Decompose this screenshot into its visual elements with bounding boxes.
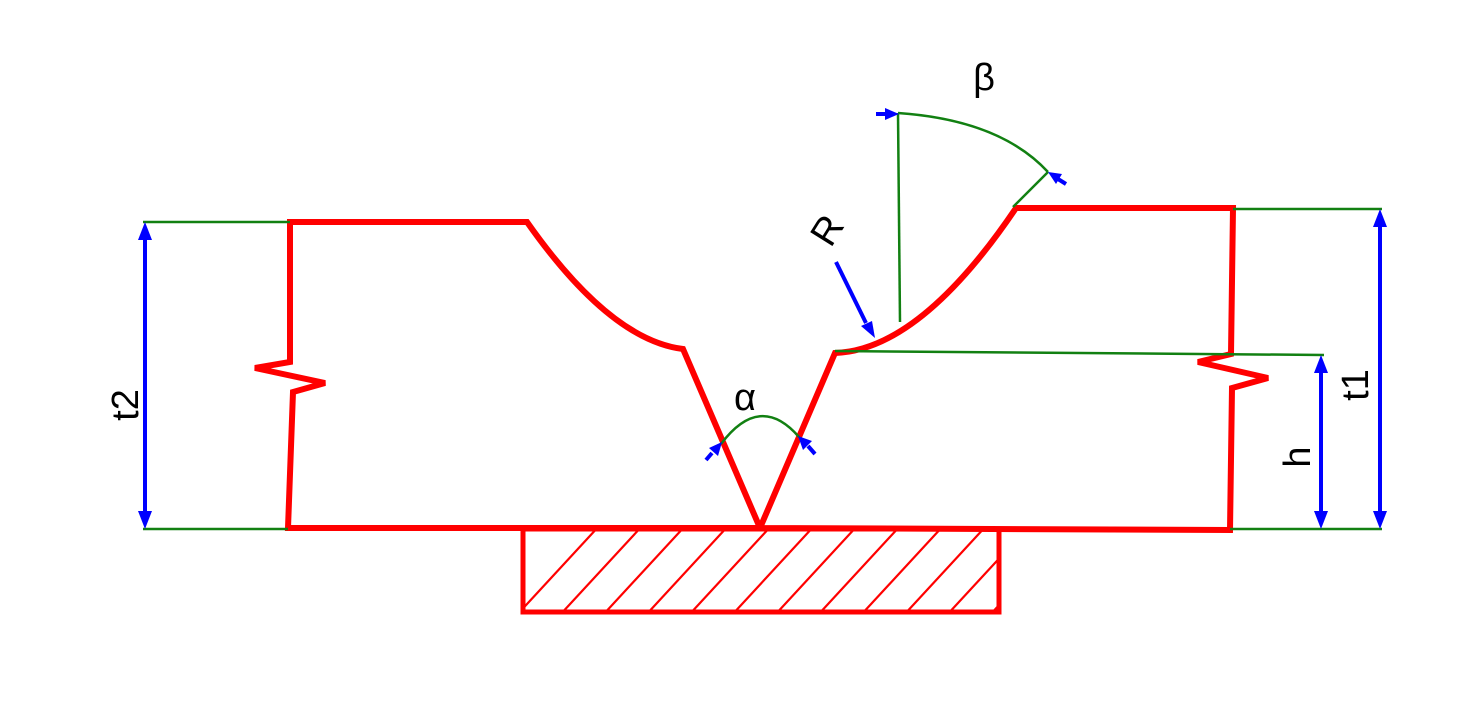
beta-dimension-arrows bbox=[876, 108, 1068, 186]
h-arrow-top bbox=[1314, 355, 1328, 373]
t1-arrow-bottom bbox=[1373, 511, 1387, 529]
backing-strip bbox=[520, 526, 1002, 615]
beta-arrow-right-tail bbox=[1056, 177, 1068, 186]
alpha-arrow-left-tail bbox=[704, 451, 714, 462]
alpha-arrow-left bbox=[709, 442, 722, 456]
t2-arrow-top bbox=[138, 222, 152, 240]
h-arrow-bottom bbox=[1314, 511, 1328, 529]
t1-label: t1 bbox=[1335, 369, 1377, 401]
alpha-arc bbox=[720, 414, 800, 445]
h-dimension bbox=[1314, 355, 1328, 529]
alpha-label: α bbox=[734, 377, 756, 419]
beta-arc bbox=[897, 111, 1049, 173]
h-label: h bbox=[1277, 446, 1319, 467]
r-label: R bbox=[803, 208, 853, 254]
alpha-arrow-right-tail bbox=[806, 444, 817, 456]
t1-dimension bbox=[1373, 209, 1387, 529]
r-leader-line bbox=[834, 261, 868, 324]
beta-slope-line bbox=[1012, 171, 1049, 208]
right-plate bbox=[755, 205, 1269, 534]
left-plate bbox=[254, 219, 765, 531]
alpha-dimension-arrows bbox=[704, 436, 817, 462]
beta-arrow-left bbox=[885, 108, 899, 120]
beta-label: β bbox=[973, 57, 995, 99]
r-dimension bbox=[834, 261, 875, 338]
t2-label: t2 bbox=[105, 389, 147, 421]
backing-hatching bbox=[523, 529, 999, 612]
t2-arrow-bottom bbox=[138, 511, 152, 529]
beta-vertical-line bbox=[896, 112, 902, 323]
r-arrow bbox=[861, 321, 875, 338]
alpha-arrow-right bbox=[798, 436, 812, 450]
t2-dimension bbox=[138, 222, 152, 529]
h-top-extension-line bbox=[834, 349, 1325, 357]
extension-lines bbox=[143, 111, 1382, 531]
t1-arrow-top bbox=[1373, 209, 1387, 227]
beta-arrow-right bbox=[1048, 172, 1062, 184]
